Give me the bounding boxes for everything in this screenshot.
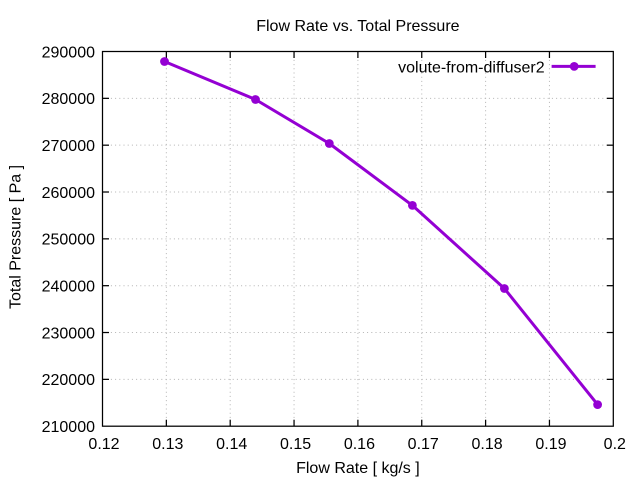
svg-text:220000: 220000	[42, 372, 95, 389]
svg-text:0.15: 0.15	[280, 436, 311, 453]
svg-text:volute-from-diffuser2: volute-from-diffuser2	[398, 60, 545, 77]
svg-text:0.14: 0.14	[216, 436, 247, 453]
svg-text:280000: 280000	[42, 91, 95, 108]
svg-text:240000: 240000	[42, 278, 95, 295]
svg-text:Flow Rate vs. Total Pressure: Flow Rate vs. Total Pressure	[256, 18, 459, 35]
svg-text:0.19: 0.19	[535, 436, 566, 453]
svg-text:0.17: 0.17	[408, 436, 439, 453]
svg-text:0.2: 0.2	[604, 436, 626, 453]
svg-text:0.16: 0.16	[344, 436, 375, 453]
svg-text:0.18: 0.18	[472, 436, 503, 453]
svg-text:230000: 230000	[42, 325, 95, 342]
svg-text:0.13: 0.13	[152, 436, 183, 453]
svg-text:290000: 290000	[42, 44, 95, 61]
svg-text:Flow Rate [ kg/s ]: Flow Rate [ kg/s ]	[296, 460, 420, 477]
svg-text:260000: 260000	[42, 185, 95, 202]
svg-text:0.12: 0.12	[88, 436, 119, 453]
svg-text:210000: 210000	[42, 419, 95, 436]
svg-text:270000: 270000	[42, 138, 95, 155]
svg-text:Total Pressure [ Pa ]: Total Pressure [ Pa ]	[7, 165, 24, 309]
svg-text:250000: 250000	[42, 232, 95, 249]
